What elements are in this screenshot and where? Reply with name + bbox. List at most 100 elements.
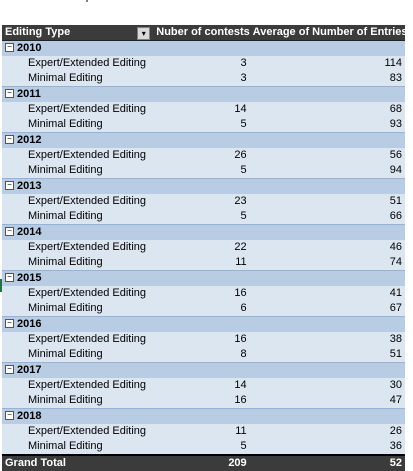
average-entries-cell[interactable]: 83 bbox=[249, 71, 405, 87]
editing-type-cell[interactable]: Expert/Extended Editing bbox=[2, 286, 154, 301]
collapse-toggle-icon[interactable]: − bbox=[5, 134, 14, 144]
average-entries-cell[interactable]: 47 bbox=[249, 393, 405, 409]
editing-type-cell[interactable]: Minimal Editing bbox=[2, 163, 154, 179]
editing-type-cell[interactable]: Minimal Editing bbox=[2, 209, 154, 225]
year-group-row: −2014 bbox=[2, 224, 405, 240]
average-entries-cell[interactable]: 26 bbox=[249, 424, 405, 439]
year-group-cell[interactable]: −2018 bbox=[2, 408, 405, 424]
collapse-toggle-icon[interactable]: − bbox=[5, 88, 14, 98]
collapse-toggle-icon[interactable]: − bbox=[5, 410, 14, 420]
contests-cell[interactable]: 11 bbox=[153, 255, 250, 271]
year-group-cell[interactable]: −2014 bbox=[2, 224, 405, 240]
year-group-cell[interactable]: −2016 bbox=[2, 316, 405, 332]
contests-cell[interactable]: 23 bbox=[153, 194, 250, 209]
filter-dropdown-icon[interactable]: ▾ bbox=[137, 27, 151, 40]
average-entries-cell[interactable]: 93 bbox=[249, 117, 405, 133]
contests-cell[interactable]: 5 bbox=[153, 163, 250, 179]
average-entries-cell[interactable]: 36 bbox=[249, 439, 405, 455]
collapse-toggle-icon[interactable]: − bbox=[5, 42, 14, 52]
average-entries-cell[interactable]: 68 bbox=[249, 102, 405, 117]
editing-type-cell[interactable]: Expert/Extended Editing bbox=[2, 148, 154, 163]
contests-cell[interactable]: 26 bbox=[153, 148, 250, 163]
pivot-header-row: Editing Type ▾ Nuber of contests Average… bbox=[2, 25, 405, 41]
table-row: Expert/Extended Editing 16 41 bbox=[2, 286, 405, 301]
grand-total-average[interactable]: 52 bbox=[249, 454, 405, 471]
editing-type-cell[interactable]: Expert/Extended Editing bbox=[2, 194, 154, 209]
average-entries-cell[interactable]: 51 bbox=[249, 347, 405, 363]
table-row: Expert/Extended Editing 14 30 bbox=[2, 378, 405, 393]
average-entries-cell[interactable]: 94 bbox=[249, 163, 405, 179]
average-entries-cell[interactable]: 114 bbox=[249, 56, 405, 71]
contests-cell[interactable]: 5 bbox=[153, 209, 250, 225]
year-label: 2011 bbox=[17, 88, 41, 100]
contests-cell[interactable]: 14 bbox=[153, 378, 250, 393]
year-group-cell[interactable]: −2011 bbox=[2, 86, 405, 102]
editing-type-cell[interactable]: Expert/Extended Editing bbox=[2, 56, 154, 71]
average-entries-cell[interactable]: 74 bbox=[249, 255, 405, 271]
collapse-toggle-icon[interactable]: − bbox=[5, 364, 14, 374]
contests-cell[interactable]: 6 bbox=[153, 301, 250, 317]
collapse-toggle-icon[interactable]: − bbox=[5, 180, 14, 190]
editing-type-cell[interactable]: Expert/Extended Editing bbox=[2, 240, 154, 255]
table-row: Expert/Extended Editing 3 114 bbox=[2, 56, 405, 71]
year-group-row: −2016 bbox=[2, 316, 405, 332]
year-group-cell[interactable]: −2017 bbox=[2, 362, 405, 378]
contests-cell[interactable]: 3 bbox=[153, 56, 250, 71]
average-entries-cell[interactable]: 41 bbox=[249, 286, 405, 301]
collapse-toggle-icon[interactable]: − bbox=[5, 272, 14, 282]
collapse-toggle-icon[interactable]: − bbox=[5, 226, 14, 236]
year-group-cell[interactable]: −2010 bbox=[2, 40, 405, 56]
year-group-cell[interactable]: −2015 bbox=[2, 270, 405, 286]
table-row: Minimal Editing 16 47 bbox=[2, 393, 405, 409]
year-label: 2015 bbox=[17, 272, 42, 284]
year-group-row: −2012 bbox=[2, 132, 405, 148]
editing-type-cell[interactable]: Minimal Editing bbox=[2, 439, 154, 455]
header-number-of-contests[interactable]: Nuber of contests bbox=[153, 25, 250, 41]
year-group-row: −2017 bbox=[2, 362, 405, 378]
year-group-cell[interactable]: −2013 bbox=[2, 178, 405, 194]
table-row: Minimal Editing 5 36 bbox=[2, 439, 405, 455]
average-entries-cell[interactable]: 30 bbox=[249, 378, 405, 393]
editing-type-cell[interactable]: Minimal Editing bbox=[2, 393, 154, 409]
contests-cell[interactable]: 3 bbox=[153, 71, 250, 87]
year-label: 2013 bbox=[17, 180, 42, 192]
contests-cell[interactable]: 16 bbox=[153, 332, 250, 347]
contests-cell[interactable]: 5 bbox=[153, 439, 250, 455]
contests-cell[interactable]: 8 bbox=[153, 347, 250, 363]
year-label: 2017 bbox=[17, 364, 42, 376]
editing-type-cell[interactable]: Expert/Extended Editing bbox=[2, 102, 154, 117]
row-selection-marker bbox=[0, 279, 2, 292]
editing-type-cell[interactable]: Expert/Extended Editing bbox=[2, 424, 154, 439]
year-label: 2012 bbox=[17, 134, 42, 146]
editing-type-cell[interactable]: Minimal Editing bbox=[2, 301, 154, 317]
average-entries-cell[interactable]: 46 bbox=[249, 240, 405, 255]
header-editing-type[interactable]: Editing Type ▾ bbox=[2, 25, 154, 41]
table-row: Expert/Extended Editing 23 51 bbox=[2, 194, 405, 209]
editing-type-cell[interactable]: Minimal Editing bbox=[2, 117, 154, 133]
editing-type-cell[interactable]: Expert/Extended Editing bbox=[2, 378, 154, 393]
editing-type-cell[interactable]: Minimal Editing bbox=[2, 255, 154, 271]
contests-cell[interactable]: 5 bbox=[153, 117, 250, 133]
year-group-cell[interactable]: −2012 bbox=[2, 132, 405, 148]
average-entries-cell[interactable]: 56 bbox=[249, 148, 405, 163]
table-row: Minimal Editing 5 66 bbox=[2, 209, 405, 225]
editing-type-cell[interactable]: Minimal Editing bbox=[2, 347, 154, 363]
header-average-entries[interactable]: Average of Number of Entries bbox=[249, 25, 405, 41]
editing-type-cell[interactable]: Expert/Extended Editing bbox=[2, 332, 154, 347]
average-entries-cell[interactable]: 51 bbox=[249, 194, 405, 209]
contests-cell[interactable]: 16 bbox=[153, 393, 250, 409]
grand-total-contests[interactable]: 209 bbox=[153, 454, 250, 471]
average-entries-cell[interactable]: 66 bbox=[249, 209, 405, 225]
stray-dot bbox=[86, 0, 88, 2]
average-entries-cell[interactable]: 67 bbox=[249, 301, 405, 317]
collapse-toggle-icon[interactable]: − bbox=[5, 318, 14, 328]
table-row: Minimal Editing 8 51 bbox=[2, 347, 405, 363]
table-row: Expert/Extended Editing 26 56 bbox=[2, 148, 405, 163]
editing-type-cell[interactable]: Minimal Editing bbox=[2, 71, 154, 87]
contests-cell[interactable]: 16 bbox=[153, 286, 250, 301]
contests-cell[interactable]: 22 bbox=[153, 240, 250, 255]
grand-total-label[interactable]: Grand Total bbox=[2, 454, 154, 471]
contests-cell[interactable]: 14 bbox=[153, 102, 250, 117]
contests-cell[interactable]: 11 bbox=[153, 424, 250, 439]
average-entries-cell[interactable]: 38 bbox=[249, 332, 405, 347]
